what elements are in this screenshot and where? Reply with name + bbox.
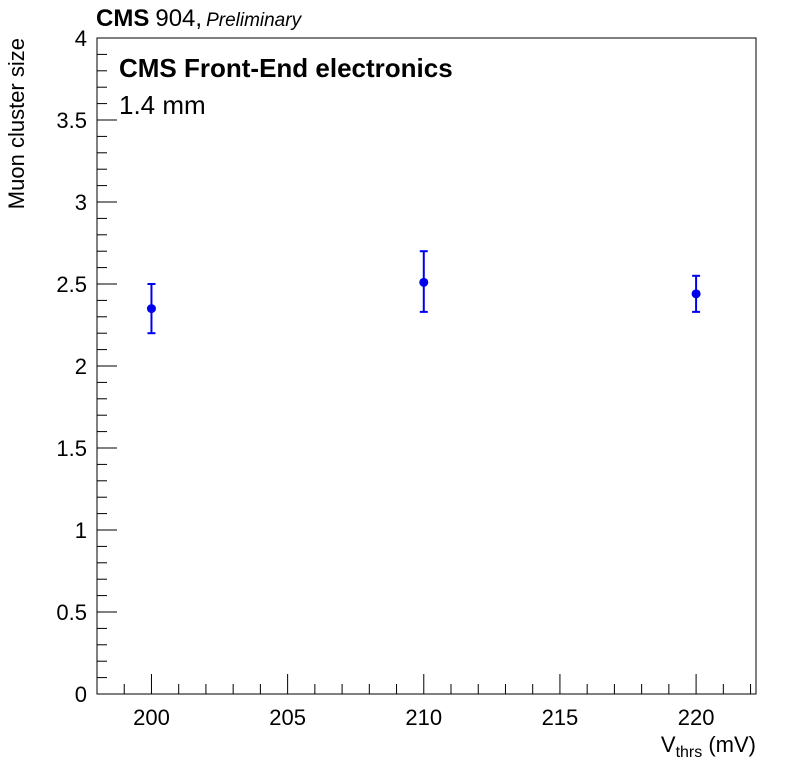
plot-border [96,37,757,695]
y-tick-label: 3 [75,190,87,215]
annotation-title: CMS Front-End electronics [119,53,453,83]
x-tick-label: 200 [133,705,170,730]
data-point [691,274,701,313]
x-axis-label: Vthrs (mV) [661,732,756,761]
data-points [146,250,701,335]
cms-label: CMS [96,5,149,32]
plot-frame [96,37,757,695]
x-tick-label: 205 [269,705,306,730]
x-axis-ticks: 200 205 210 215 220 [96,674,752,730]
y-tick-label: 2 [75,354,87,379]
x-tick-label: 210 [405,705,442,730]
x-axis-label-unit: (mV) [702,732,756,757]
y-tick-label: 1.5 [56,436,87,461]
y-axis-ticks: 0 0.5 1 1.5 2 2.5 3 3.5 4 [56,26,117,707]
y-tick-label: 3.5 [56,108,87,133]
y-tick-label: 1 [75,518,87,543]
status-label: Preliminary [206,10,303,31]
y-tick-label: 0 [75,682,87,707]
marker [691,289,701,299]
y-tick-label: 2.5 [56,272,87,297]
x-tick-label: 215 [542,705,579,730]
y-tick-label: 0.5 [56,600,87,625]
x-axis-label-main: V [661,732,676,757]
y-tick-label: 4 [75,26,87,51]
marker [146,304,156,314]
data-point [419,250,429,313]
annotation-subtitle: 1.4 mm [119,90,206,120]
y-axis-label: Muon cluster size [4,38,29,209]
x-tick-label: 220 [678,705,715,730]
marker [419,277,429,287]
data-point [146,283,156,335]
site-label: 904, [155,5,202,32]
x-axis-label-sub: thrs [676,744,703,761]
cms-header: CMS 904, Preliminary [96,5,303,32]
